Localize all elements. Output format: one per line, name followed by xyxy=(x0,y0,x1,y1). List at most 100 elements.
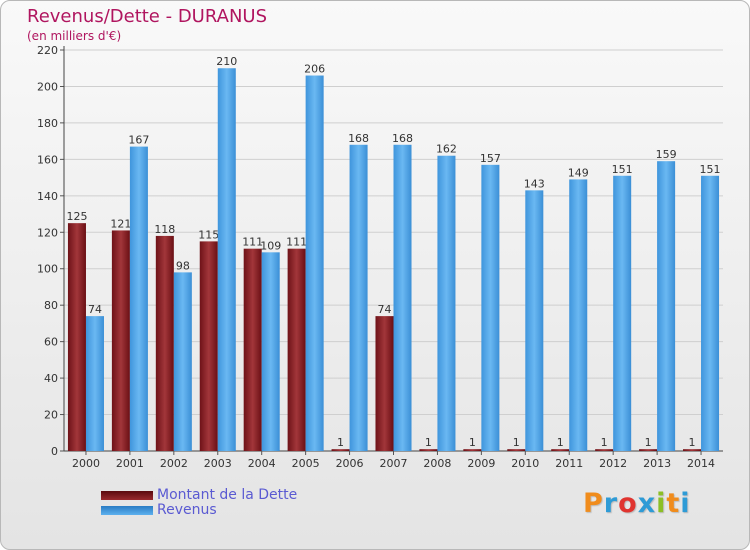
bar-debt-2010 xyxy=(507,449,526,451)
y-tick-label: 120 xyxy=(37,226,58,239)
data-label-debt-2010: 1 xyxy=(513,436,520,449)
x-tick-label-2010: 2010 xyxy=(511,457,539,470)
bar-revenue-2013 xyxy=(657,161,676,451)
logo-letter: x xyxy=(637,488,657,519)
bar-revenue-2005 xyxy=(305,75,324,451)
logo-letter: t xyxy=(666,488,681,519)
data-label-revenue-2009: 157 xyxy=(480,152,501,165)
x-tick-label-2011: 2011 xyxy=(555,457,583,470)
bar-revenue-2003 xyxy=(217,68,236,452)
data-label-revenue-2004: 109 xyxy=(260,239,281,252)
chart-title: Revenus/Dette - DURANUS xyxy=(27,6,268,27)
data-label-revenue-2003: 210 xyxy=(216,55,237,68)
x-tick-label-2009: 2009 xyxy=(467,457,495,470)
legend-item-revenue: Revenus xyxy=(101,502,217,518)
x-tick-label-2012: 2012 xyxy=(599,457,627,470)
data-label-debt-2013: 1 xyxy=(645,436,652,449)
y-tick-label: 80 xyxy=(44,299,58,312)
data-label-debt-2008: 1 xyxy=(425,436,432,449)
logo-letter: i xyxy=(656,488,667,519)
x-tick-label-2006: 2006 xyxy=(336,457,364,470)
bar-revenue-2006 xyxy=(349,144,368,452)
x-tick-label-2008: 2008 xyxy=(423,457,451,470)
bar-revenue-2007 xyxy=(393,144,412,452)
bar-debt-2005 xyxy=(287,248,306,451)
data-label-revenue-2007: 168 xyxy=(392,132,413,145)
logo-letter: r xyxy=(603,488,619,519)
data-label-debt-2000: 125 xyxy=(66,210,87,223)
x-tick-label-2004: 2004 xyxy=(248,457,276,470)
x-tick-label-2003: 2003 xyxy=(204,457,232,470)
data-label-debt-2012: 1 xyxy=(601,436,608,449)
bar-debt-2006 xyxy=(331,449,350,451)
bar-revenue-2000 xyxy=(85,316,104,451)
legend-item-debt: Montant de la Dette xyxy=(101,487,297,503)
bar-revenue-2010 xyxy=(525,190,544,451)
bar-debt-2001 xyxy=(111,230,130,451)
x-tick-label-2001: 2001 xyxy=(116,457,144,470)
legend-swatch-revenue xyxy=(101,505,153,515)
chart-subtitle: (en milliers d'€) xyxy=(27,29,122,43)
data-label-revenue-2006: 168 xyxy=(348,132,369,145)
bar-debt-2002 xyxy=(155,235,174,451)
bar-revenue-2011 xyxy=(569,179,588,451)
bar-debt-2009 xyxy=(463,449,482,451)
data-label-debt-2014: 1 xyxy=(689,436,696,449)
y-tick-label: 160 xyxy=(37,153,58,166)
bar-debt-2008 xyxy=(419,449,438,451)
y-tick-label: 220 xyxy=(37,44,58,57)
bar-debt-2014 xyxy=(683,449,702,451)
x-tick-label-2002: 2002 xyxy=(160,457,188,470)
bar-revenue-2008 xyxy=(437,155,456,451)
data-label-debt-2003: 115 xyxy=(198,228,219,241)
x-tick-label-2007: 2007 xyxy=(380,457,408,470)
bar-debt-2011 xyxy=(551,449,570,451)
data-label-revenue-2005: 206 xyxy=(304,63,325,76)
y-tick-label: 20 xyxy=(44,409,58,422)
data-label-debt-2005: 111 xyxy=(286,236,307,249)
bar-debt-2000 xyxy=(67,223,86,451)
bar-revenue-2014 xyxy=(701,175,720,451)
bar-debt-2007 xyxy=(375,316,394,451)
bar-revenue-2012 xyxy=(613,175,632,451)
bar-revenue-2002 xyxy=(173,272,192,451)
y-tick-label: 60 xyxy=(44,336,58,349)
y-tick-label: 200 xyxy=(37,80,58,93)
legend-label-revenue: Revenus xyxy=(157,502,217,518)
y-tick-label: 0 xyxy=(51,445,58,458)
data-label-revenue-2010: 143 xyxy=(524,177,545,190)
data-label-debt-2007: 74 xyxy=(377,303,391,316)
data-label-debt-2009: 1 xyxy=(469,436,476,449)
x-tick-label-2013: 2013 xyxy=(643,457,671,470)
data-label-revenue-2012: 151 xyxy=(612,163,633,176)
x-tick-label-2000: 2000 xyxy=(72,457,100,470)
x-tick-label-2005: 2005 xyxy=(292,457,320,470)
data-label-revenue-2001: 167 xyxy=(128,134,149,147)
y-tick-label: 100 xyxy=(37,263,58,276)
data-label-debt-2011: 1 xyxy=(557,436,564,449)
data-label-debt-2002: 118 xyxy=(154,223,175,236)
data-label-revenue-2000: 74 xyxy=(88,303,102,316)
bar-revenue-2001 xyxy=(129,146,148,451)
data-label-debt-2001: 121 xyxy=(110,217,131,230)
x-tick-label-2014: 2014 xyxy=(687,457,715,470)
bar-debt-2003 xyxy=(199,241,218,451)
data-label-revenue-2013: 159 xyxy=(656,148,677,161)
bar-debt-2004 xyxy=(243,248,262,451)
logo-letter: P xyxy=(583,488,604,519)
data-label-debt-2006: 1 xyxy=(337,436,344,449)
data-label-revenue-2014: 151 xyxy=(700,163,721,176)
y-tick-label: 40 xyxy=(44,372,58,385)
bar-revenue-2004 xyxy=(261,252,280,451)
proxiti-logo: Proxiti xyxy=(583,488,691,519)
bar-revenue-2009 xyxy=(481,164,500,451)
bar-debt-2012 xyxy=(595,449,614,451)
data-label-debt-2004: 111 xyxy=(242,236,263,249)
bar-debt-2013 xyxy=(639,449,658,451)
legend-swatch-debt xyxy=(101,490,153,500)
logo-letter: i xyxy=(680,488,691,519)
data-label-revenue-2011: 149 xyxy=(568,166,589,179)
data-label-revenue-2002: 98 xyxy=(176,259,190,272)
